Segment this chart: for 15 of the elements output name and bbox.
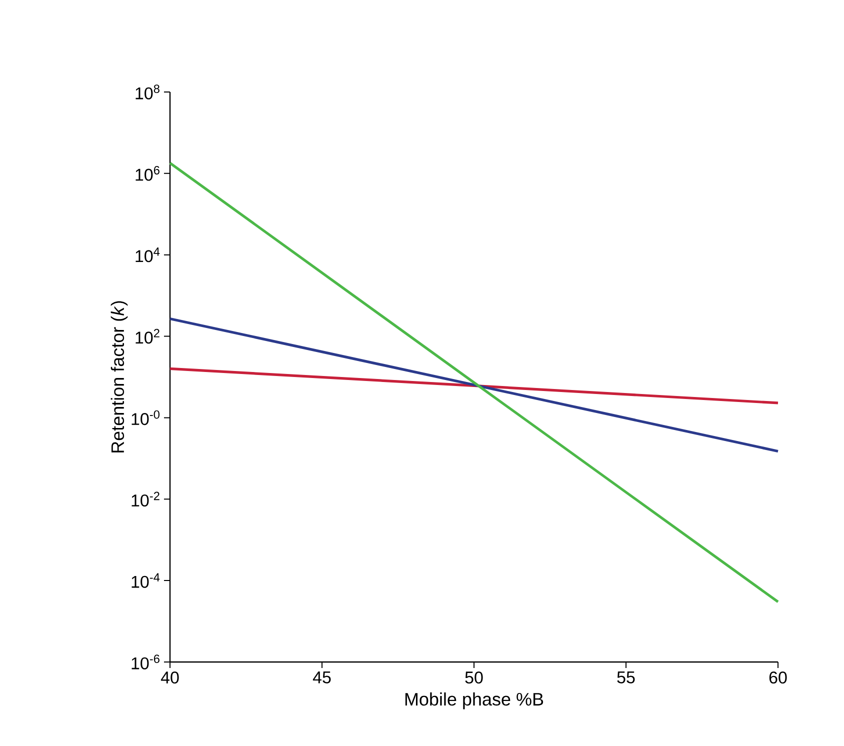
x-axis-title: Mobile phase %B: [405, 692, 544, 710]
x-tick-label: 40: [160, 672, 179, 684]
y-tick-label: 10$^{2}$: [136, 328, 160, 344]
y-tick-label: 10$^{6}$: [136, 166, 160, 181]
y-tick-label: 10$^{-6}$: [132, 654, 160, 670]
x-tick-label: 45: [312, 672, 331, 684]
x-tick-label: 50: [465, 672, 483, 684]
y-tick-label: 10$^{8}$: [136, 84, 160, 100]
y-tick-label: 10$^{4}$: [136, 248, 160, 262]
y-tick-label: 10$^{-4}$: [132, 573, 160, 588]
x-tick-label: 55: [617, 672, 635, 684]
x-tick-label: 60: [769, 672, 787, 684]
y-tick-label: 10$^{-0}$: [132, 410, 160, 426]
y-axis-title: Retention factor (k): [110, 301, 128, 452]
y-tick-label: 10$^{-2}$: [132, 492, 160, 507]
